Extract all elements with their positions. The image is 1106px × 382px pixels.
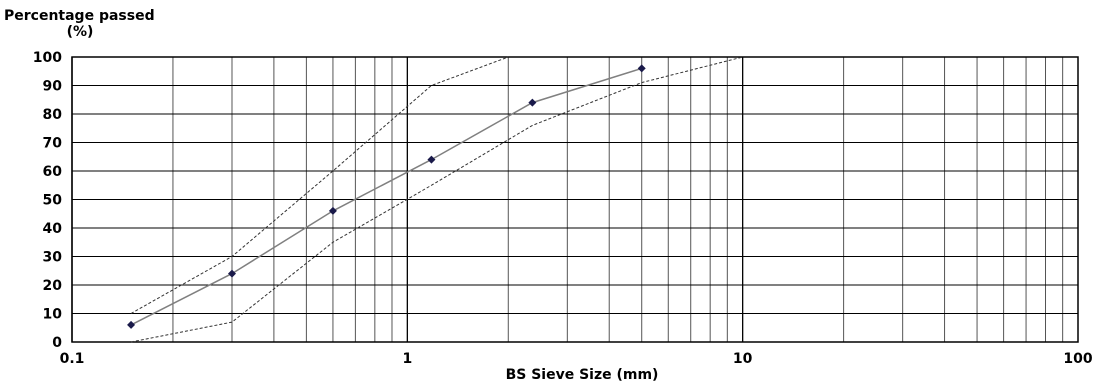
series-lines <box>130 56 743 343</box>
lower-limit-line <box>130 56 743 343</box>
y-tick-label: 90 <box>43 79 63 95</box>
y-tick-label: 50 <box>43 193 63 209</box>
data-point-marker <box>528 98 537 107</box>
y-tick-label: 70 <box>43 136 63 152</box>
data-point-marker <box>427 155 436 164</box>
grading-curve-line <box>130 67 642 326</box>
x-tick-labels: 0.1 1 10 100 <box>60 351 1093 367</box>
y-tick-label: 10 <box>43 307 63 323</box>
upper-limit-line <box>130 56 509 314</box>
y-tick-label: 60 <box>43 164 63 180</box>
y-tick-label: 100 <box>33 50 62 66</box>
x-tick-label: 100 <box>1063 351 1092 367</box>
x-tick-label: 1 <box>402 351 412 367</box>
data-point-marker <box>127 320 136 329</box>
y-tick-label: 20 <box>43 278 63 294</box>
y-tick-label: 0 <box>52 335 62 351</box>
y-tick-label: 80 <box>43 107 63 123</box>
data-markers <box>127 64 646 329</box>
x-tick-label: 10 <box>733 351 753 367</box>
y-tick-label: 40 <box>43 221 63 237</box>
y-tick-labels: 0 10 20 30 40 50 60 70 80 90 100 <box>33 50 62 351</box>
y-axis-title-line2: (%) <box>67 24 94 40</box>
data-point-marker <box>227 269 236 278</box>
plot-frame <box>71 56 1079 343</box>
x-axis-title: BS Sieve Size (mm) <box>506 367 659 382</box>
data-point-marker <box>637 64 646 73</box>
x-tick-label: 0.1 <box>60 351 85 367</box>
data-point-marker <box>328 206 337 215</box>
y-axis-title-line1: Percentage passed <box>4 8 155 24</box>
gridlines <box>71 56 1078 343</box>
y-tick-label: 30 <box>43 250 63 266</box>
